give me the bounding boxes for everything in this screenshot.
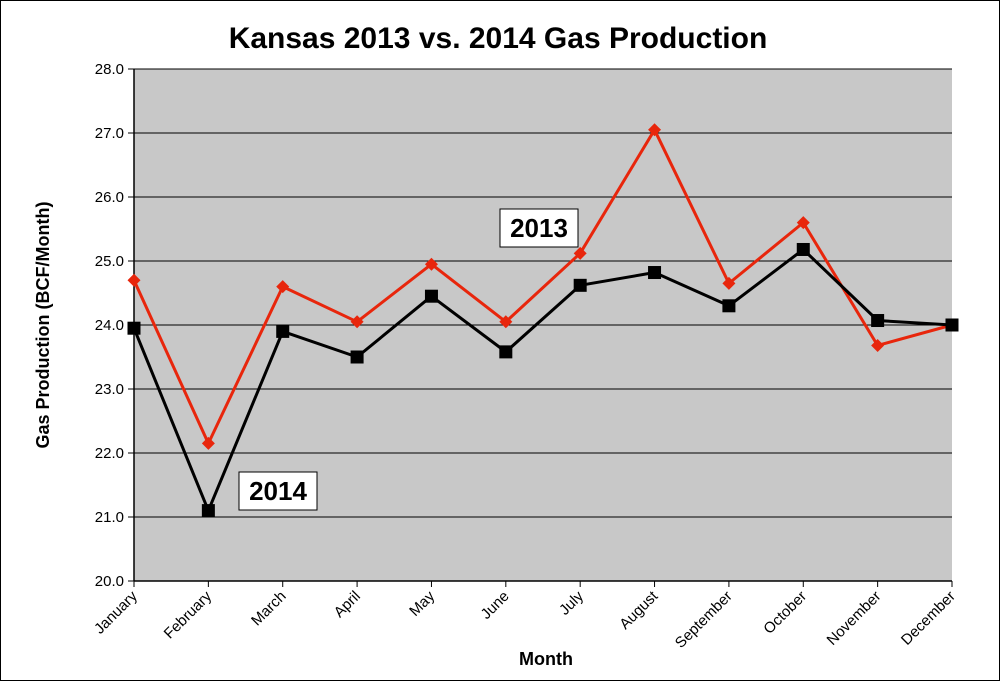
x-tick-label: June (478, 588, 513, 623)
data-point (945, 318, 959, 332)
y-tick-label: 21.0 (95, 509, 124, 526)
y-tick-label: 24.0 (95, 317, 124, 334)
data-point (648, 266, 662, 280)
data-point (796, 216, 810, 230)
x-axis-label: Month (519, 649, 573, 669)
data-point (871, 314, 885, 328)
x-tick-label: May (406, 587, 438, 619)
label-box (499, 208, 579, 248)
series-layer (127, 123, 959, 518)
data-point (648, 123, 662, 137)
x-tick-label: August (616, 587, 662, 633)
x-tick-label: April (331, 588, 364, 621)
x-tick-label: March (248, 588, 289, 629)
y-tick-label: 22.0 (95, 445, 124, 462)
x-tick-label: November (824, 588, 885, 649)
data-point (350, 350, 364, 364)
data-point (573, 278, 587, 292)
data-point (871, 338, 885, 352)
x-tick-label: September (672, 588, 736, 652)
y-tick-label: 26.0 (95, 189, 124, 206)
series-label-2014: 2014 (238, 471, 318, 511)
x-axis-ticks: January February March April May June July Augu… (91, 581, 959, 652)
data-point (573, 246, 587, 260)
label-box (238, 471, 318, 511)
x-tick-label: July (556, 587, 587, 618)
data-point (424, 289, 438, 303)
data-point (127, 321, 141, 335)
data-point (350, 315, 364, 329)
series-label-2013: 2013 (499, 208, 579, 248)
data-point (276, 324, 290, 338)
x-tick-label: January (91, 587, 141, 637)
y-tick-label: 23.0 (95, 381, 124, 398)
data-point (499, 315, 513, 329)
series-2014 (127, 242, 959, 518)
data-point (796, 242, 810, 256)
data-point (201, 504, 215, 518)
x-tick-label: February (161, 587, 216, 642)
data-point (722, 299, 736, 313)
data-point (499, 345, 513, 359)
data-point (127, 273, 141, 287)
y-tick-label: 27.0 (95, 125, 124, 142)
y-axis-label: Gas Production (BCF/Month) (33, 202, 53, 449)
label-text: 2014 (249, 476, 307, 506)
series-line (132, 128, 953, 445)
data-point (276, 280, 290, 294)
y-tick-label: 28.0 (95, 61, 124, 78)
y-tick-label: 20.0 (95, 573, 124, 590)
y-tick-label: 25.0 (95, 253, 124, 270)
data-point (722, 276, 736, 290)
chart-title: Kansas 2013 vs. 2014 Gas Production (229, 22, 768, 55)
series-line (132, 247, 953, 513)
x-tick-label: December (898, 588, 959, 649)
x-tick-label: October (760, 588, 810, 638)
data-point (424, 257, 438, 271)
series-labels: 2013 2014 (238, 208, 579, 511)
label-text: 2013 (510, 213, 568, 243)
data-point (201, 436, 215, 450)
